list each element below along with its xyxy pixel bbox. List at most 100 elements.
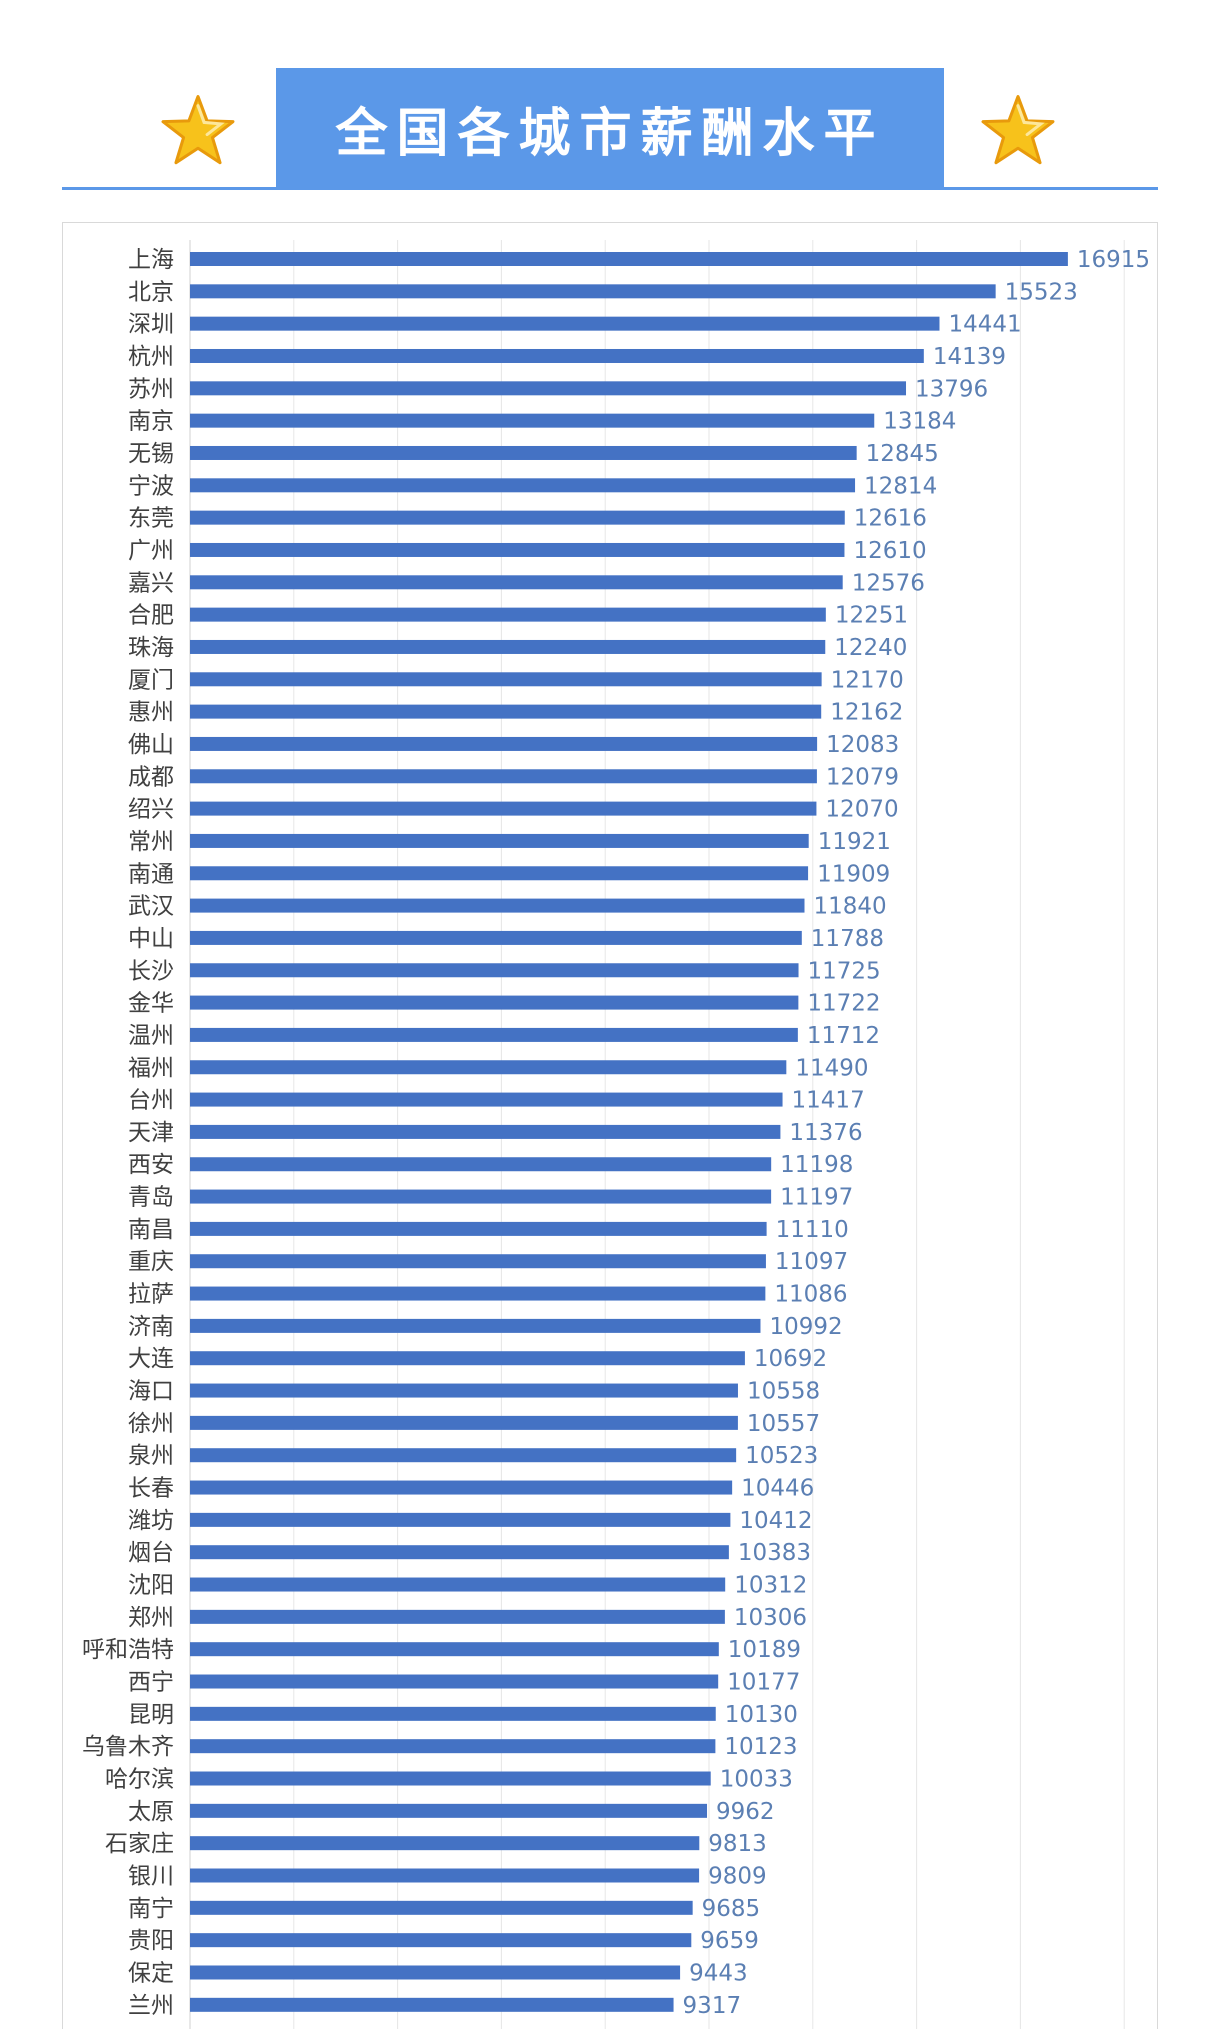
bar-3 — [190, 348, 924, 363]
value-label: 9962 — [716, 1799, 775, 1825]
category-label: 厦门 — [128, 667, 174, 693]
value-label: 10446 — [741, 1476, 814, 1502]
title-banner: 全国各城市薪酬水平 — [276, 68, 944, 188]
value-label: 10130 — [725, 1702, 798, 1728]
bar-27 — [190, 1124, 781, 1139]
bar-51 — [190, 1900, 693, 1915]
bars — [190, 252, 1068, 2012]
bar-40 — [190, 1545, 729, 1560]
bar-30 — [190, 1221, 767, 1236]
value-label: 13184 — [883, 409, 956, 435]
bar-48 — [190, 1803, 708, 1818]
category-label: 潍坊 — [128, 1508, 174, 1534]
star-icon — [161, 95, 235, 165]
value-label: 9813 — [708, 1831, 767, 1857]
bar-44 — [190, 1674, 719, 1689]
value-label: 10033 — [720, 1767, 793, 1793]
bar-38 — [190, 1480, 733, 1495]
value-label: 11097 — [775, 1249, 848, 1275]
category-label: 南宁 — [128, 1896, 174, 1922]
category-label: 贵阳 — [128, 1928, 174, 1954]
bar-10 — [190, 575, 843, 590]
category-label: 南通 — [128, 861, 174, 887]
value-label: 12814 — [864, 473, 937, 499]
value-label: 12576 — [852, 570, 925, 596]
bar-37 — [190, 1448, 737, 1463]
bar-39 — [190, 1512, 731, 1527]
category-label: 沈阳 — [128, 1573, 174, 1599]
bar-18 — [190, 833, 809, 848]
category-label: 温州 — [128, 1023, 174, 1049]
bar-15 — [190, 736, 818, 751]
bar-46 — [190, 1739, 716, 1754]
value-label: 12845 — [866, 441, 939, 467]
bar-29 — [190, 1189, 772, 1204]
value-label: 9659 — [700, 1928, 759, 1954]
value-label: 11840 — [813, 894, 886, 920]
value-label: 9809 — [708, 1864, 767, 1890]
value-label: 10189 — [728, 1637, 801, 1663]
value-label: 10123 — [724, 1734, 797, 1760]
bar-9 — [190, 542, 845, 557]
category-label: 重庆 — [128, 1249, 174, 1275]
bar-2 — [190, 316, 940, 331]
value-label: 10312 — [734, 1573, 807, 1599]
category-label: 太原 — [128, 1799, 174, 1825]
category-label: 合肥 — [128, 603, 174, 629]
category-label: 南京 — [128, 409, 174, 435]
value-label: 9685 — [702, 1896, 761, 1922]
bar-50 — [190, 1868, 700, 1883]
value-label: 11725 — [808, 958, 881, 984]
category-label: 惠州 — [128, 700, 174, 726]
bar-36 — [190, 1415, 738, 1430]
bar-0 — [190, 252, 1068, 266]
bar-49 — [190, 1836, 700, 1851]
chart-title: 全国各城市薪酬水平 — [335, 103, 885, 164]
bar-45 — [190, 1706, 716, 1721]
bar-19 — [190, 866, 809, 881]
value-label: 11909 — [817, 861, 890, 887]
header-underline — [62, 187, 1158, 190]
bar-28 — [190, 1157, 772, 1172]
labels: 上海 16915 北京 15523 深圳 14441 杭州 14139 苏州 13796 南京 131… — [82, 247, 1150, 2019]
value-label: 11417 — [792, 1088, 865, 1114]
value-label: 14441 — [948, 312, 1021, 338]
bar-12 — [190, 639, 826, 654]
category-label: 大连 — [128, 1346, 174, 1372]
value-label: 11376 — [789, 1120, 862, 1146]
category-label: 杭州 — [128, 344, 174, 370]
category-label: 苏州 — [128, 376, 174, 402]
value-label: 10692 — [754, 1346, 827, 1372]
value-label: 9317 — [683, 1993, 742, 2019]
bar-6 — [190, 445, 857, 460]
category-label: 呼和浩特 — [82, 1637, 174, 1663]
category-label: 烟台 — [128, 1540, 174, 1566]
value-label: 11722 — [807, 991, 880, 1017]
value-label: 11110 — [776, 1217, 849, 1243]
category-label: 成都 — [128, 764, 174, 790]
category-label: 中山 — [128, 926, 174, 952]
bar-23 — [190, 995, 799, 1010]
value-label: 12616 — [854, 506, 927, 532]
value-label: 10523 — [745, 1443, 818, 1469]
category-label: 宁波 — [128, 473, 174, 499]
bar-54 — [190, 1997, 674, 2012]
category-label: 长春 — [128, 1476, 174, 1502]
bar-7 — [190, 478, 856, 493]
value-label: 12083 — [826, 732, 899, 758]
category-label: 上海 — [128, 247, 174, 273]
value-label: 11198 — [780, 1152, 853, 1178]
category-label: 银川 — [128, 1864, 174, 1890]
category-label: 乌鲁木齐 — [82, 1734, 174, 1760]
category-label: 泉州 — [128, 1443, 174, 1469]
value-label: 10306 — [734, 1605, 807, 1631]
bar-53 — [190, 1965, 681, 1980]
category-label: 海口 — [128, 1379, 174, 1405]
bar-35 — [190, 1383, 738, 1398]
value-label: 15523 — [1005, 279, 1078, 305]
plot-area — [62, 222, 1158, 2029]
value-label: 10558 — [747, 1379, 820, 1405]
value-label: 16915 — [1077, 247, 1150, 273]
bar-22 — [190, 963, 799, 978]
